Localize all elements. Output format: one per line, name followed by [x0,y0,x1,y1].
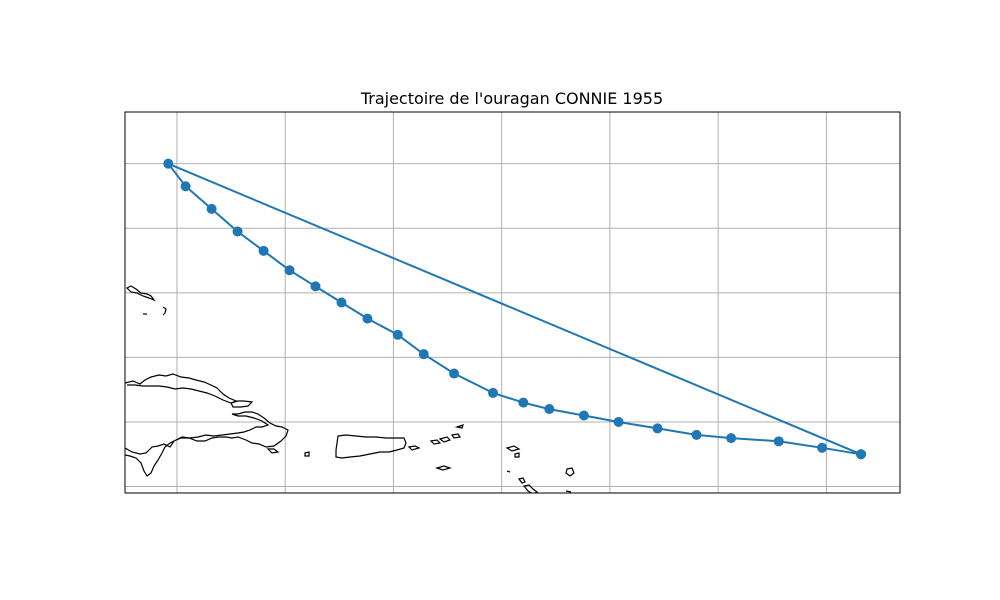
track-point [336,297,347,308]
coastline-puerto-rico [335,434,407,459]
coastline-anegada [454,424,464,429]
plot-frame [124,111,901,494]
coastline-virgin-islands-2 [438,436,452,443]
track-point [232,226,243,237]
chart-title: Trajectoire de l'ouragan CONNIE 1955 [360,89,663,108]
coastline-st-martin [514,452,520,458]
track-point [310,281,321,292]
track-point [544,404,555,415]
track-point [691,429,702,440]
track-point [726,433,737,444]
track-point [449,368,460,379]
hurricane-track [163,158,867,460]
gridlines [125,112,900,493]
coastline-nevis [522,484,539,493]
track-point [613,416,624,427]
coastline-vieques [407,445,421,451]
coastline-mona [304,451,310,457]
track-point [652,423,663,434]
coastline-hispaniola [125,411,289,477]
track-point [392,329,403,340]
coastline-anguilla [505,445,521,452]
track-point [518,397,529,408]
track-point [206,203,217,214]
track-point [418,349,429,360]
track-point [180,181,191,192]
coastline-saba [506,470,511,473]
coastline-barbuda-islet [565,490,572,493]
coastline-jamaica-north [230,400,254,408]
coastline-virgin-islands-3 [450,433,462,439]
coastline-cuba-east [125,373,238,404]
track-point [284,265,295,276]
coastline-st-kitts [517,477,526,484]
coastline-saona [266,448,280,454]
track-point [362,313,373,324]
track-point [817,442,828,453]
coastline-bahamas-island [125,285,156,302]
track-point [856,449,867,460]
coastline-small-key [162,306,167,316]
track-point [488,387,499,398]
coastline-st-croix [434,465,453,471]
coastlines [125,285,575,493]
track-point [578,410,589,421]
track-point [258,245,269,256]
coastline-virgin-islands-1 [429,439,442,445]
track-point [773,436,784,447]
track-point [163,158,174,169]
coastline-antigua [565,467,575,477]
track-line [167,162,862,456]
